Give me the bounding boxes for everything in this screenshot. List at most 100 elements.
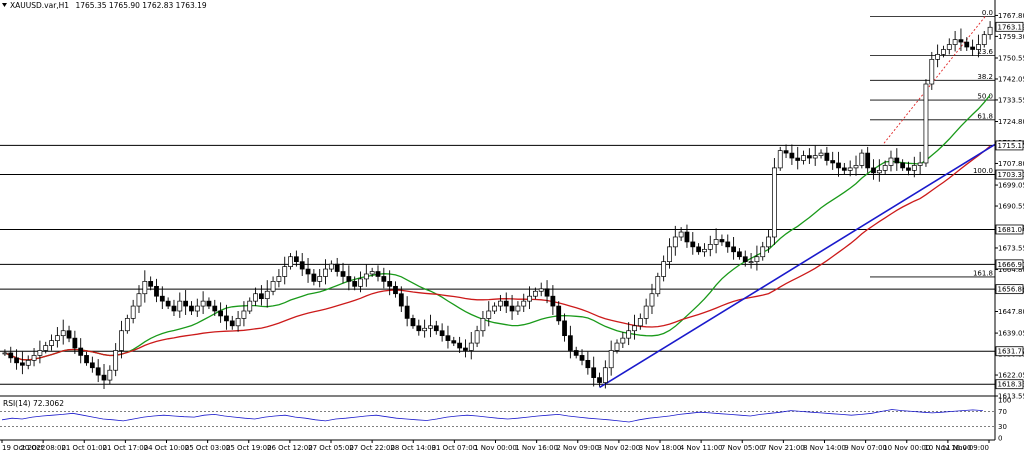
rsi-axis-label: 100 — [998, 397, 1011, 405]
candle-body — [719, 239, 725, 243]
fib-level-label: 23.6 — [977, 48, 993, 56]
candle-body — [375, 271, 381, 277]
candle-body — [433, 325, 439, 332]
fib-level-label: 38.2 — [977, 73, 993, 81]
y-tick-label: 1699.05 — [998, 182, 1024, 190]
candle-body — [713, 239, 719, 245]
candle-body — [317, 276, 323, 282]
candle-body — [795, 157, 801, 161]
candle-body — [777, 150, 783, 169]
candle-body — [416, 325, 422, 332]
candle-body — [836, 162, 841, 169]
candle-body — [707, 244, 713, 250]
rsi-axis-label: 30 — [998, 423, 1007, 431]
candle-body — [451, 340, 457, 344]
candle-body — [748, 261, 754, 264]
candle-body — [801, 155, 806, 161]
x-tick-label: 31 Oct 07:00 — [432, 444, 478, 452]
candle-body — [579, 355, 585, 361]
x-tick-label: 19 Oct 2022 — [2, 444, 45, 452]
candle-body — [387, 281, 393, 287]
candle-body — [602, 367, 608, 383]
candle-body — [381, 276, 387, 282]
candle-body — [894, 157, 900, 164]
y-tick-label: 1767.80 — [998, 12, 1024, 20]
candle-body — [900, 162, 906, 169]
x-tick-label: 27 Oct 05:00 — [308, 444, 354, 452]
moving-average-fast — [4, 94, 991, 361]
candle-body — [806, 155, 812, 159]
candle-body — [439, 330, 445, 337]
candle-body — [229, 320, 235, 327]
candle-body — [171, 305, 177, 312]
candle-body — [917, 162, 923, 166]
candle-body — [702, 248, 707, 253]
candle-body — [521, 300, 527, 307]
candle-body — [626, 330, 632, 339]
candle-body — [253, 293, 258, 302]
y-tick-label: 1733.55 — [998, 96, 1024, 104]
candle-body — [43, 345, 49, 351]
y-tick-label: 1664.80 — [998, 266, 1024, 274]
candle-body — [841, 167, 847, 171]
candle-body — [591, 367, 597, 378]
candle-body — [445, 335, 451, 341]
candle-body — [340, 271, 346, 277]
candle-body — [235, 318, 241, 327]
y-tick-label: 1707.80 — [998, 160, 1024, 168]
candle-body — [533, 290, 538, 297]
candle-body — [538, 288, 544, 292]
candle-body — [527, 295, 532, 302]
x-tick-label: 2 Nov 09:00 — [556, 444, 599, 452]
candle-body — [737, 251, 742, 258]
rsi-axis-label: 0 — [998, 435, 1002, 443]
candle-body — [165, 300, 171, 307]
x-tick-label: 25 Oct 03:00 — [185, 444, 231, 452]
candle-body — [486, 310, 492, 319]
candle-body — [212, 305, 218, 312]
rsi-line — [1, 409, 983, 423]
candle-body — [66, 330, 72, 339]
candle-body — [241, 310, 247, 319]
candle-body — [923, 83, 929, 164]
candle-body — [725, 241, 731, 248]
candle-body — [643, 305, 649, 319]
candle-body — [404, 305, 410, 319]
price-label-box — [995, 379, 1024, 390]
candle-body — [84, 355, 89, 364]
fib-level-label: 0.0 — [982, 9, 993, 17]
candle-body — [305, 268, 311, 275]
candle-body — [667, 246, 672, 263]
candle-body — [597, 377, 602, 383]
chevron-down-icon[interactable] — [2, 3, 7, 7]
candle-body — [194, 305, 200, 312]
candle-body — [509, 305, 515, 312]
candle-body — [888, 157, 894, 166]
rsi-label: RSI(14) 72.3062 — [3, 399, 64, 408]
x-tick-label: 27 Oct 22:00 — [349, 444, 395, 452]
price-label: 1631.70 — [998, 348, 1024, 356]
candle-body — [323, 268, 328, 277]
fib-level-label: 100.0 — [973, 167, 993, 175]
candle-body — [247, 300, 253, 312]
candle-body — [25, 359, 31, 366]
price-label: 1703.31 — [998, 171, 1024, 179]
x-tick-label: 3 Nov 18:00 — [639, 444, 682, 452]
fib-level-label: 161.8 — [973, 269, 993, 277]
candle-body — [696, 246, 702, 253]
candle-body — [911, 165, 917, 171]
candle-body — [14, 357, 19, 364]
price-label: 1763.19 — [998, 23, 1024, 31]
candle-body — [946, 44, 952, 50]
candle-body — [964, 41, 970, 48]
candle-body — [177, 300, 183, 312]
trend-line[interactable] — [599, 143, 996, 389]
candle-body — [503, 300, 509, 307]
candle-body — [422, 327, 428, 332]
y-tick-label: 1647.80 — [998, 308, 1024, 316]
candle-body — [159, 295, 165, 302]
candle-body — [906, 167, 911, 171]
candle-body — [830, 160, 836, 164]
candle-body — [95, 367, 101, 376]
candle-body — [328, 263, 334, 270]
